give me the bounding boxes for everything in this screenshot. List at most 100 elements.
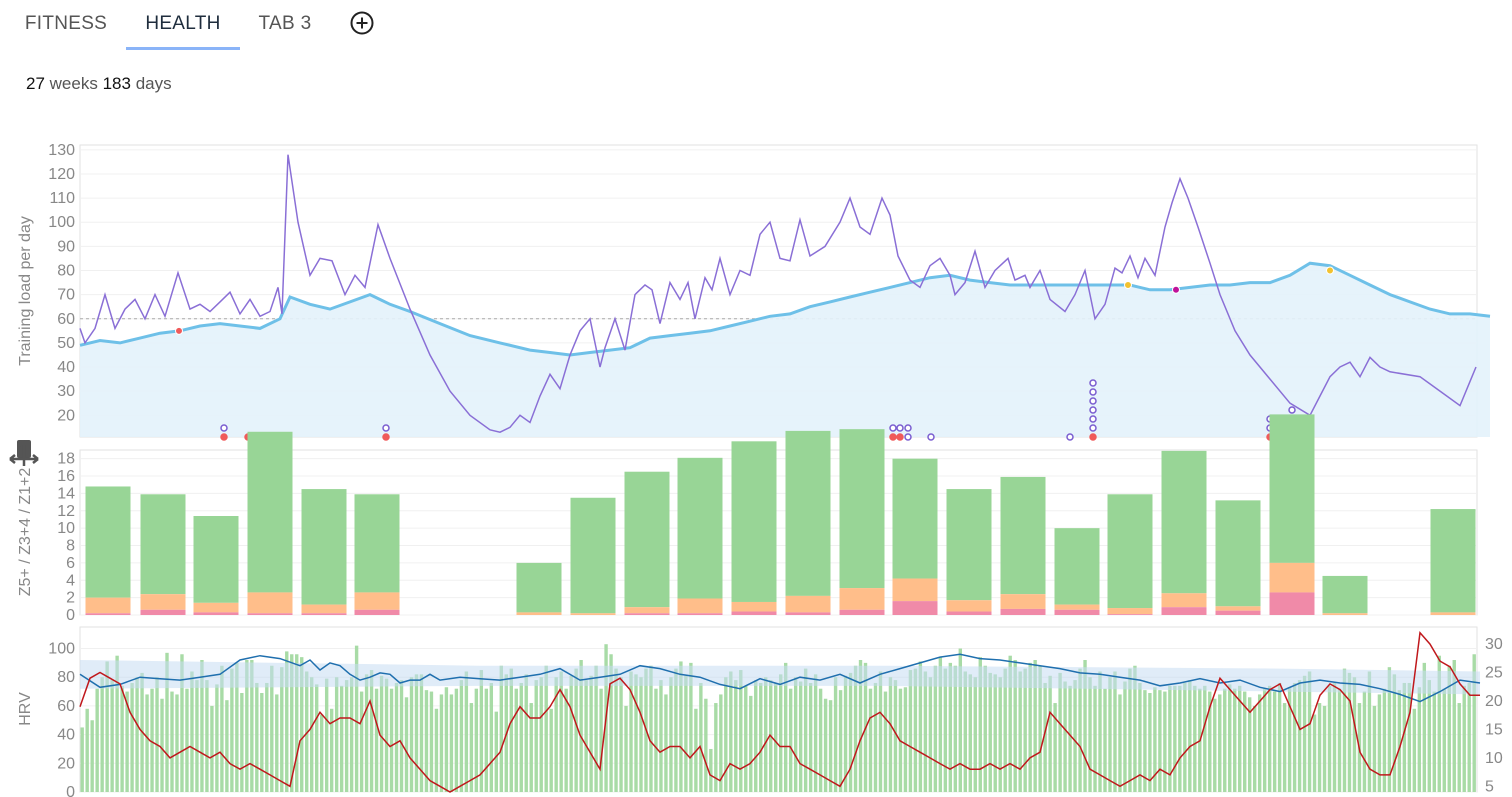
hrv-bar bbox=[1013, 660, 1017, 792]
zone-bar-z5 bbox=[85, 613, 131, 615]
hrv-bar bbox=[240, 693, 244, 792]
zone-bar-z3-4 bbox=[247, 592, 293, 614]
hrv-bar bbox=[524, 674, 528, 792]
hrv-bar bbox=[1432, 691, 1436, 792]
zone-bar-z1-2 bbox=[85, 486, 131, 598]
hrv-bar bbox=[105, 661, 109, 792]
hrv-bar bbox=[115, 655, 119, 792]
hrv-bar bbox=[1312, 714, 1317, 792]
zone-bar-z1-2 bbox=[247, 431, 293, 593]
event-marker bbox=[1089, 397, 1097, 405]
hrv-bar bbox=[1407, 682, 1412, 792]
hrv-bar bbox=[125, 691, 129, 792]
hrv-bar bbox=[729, 671, 733, 792]
zone-bar-z5 bbox=[785, 612, 831, 615]
event-marker bbox=[220, 424, 228, 432]
hrv-bar bbox=[833, 677, 838, 792]
hrv-bar bbox=[489, 682, 494, 792]
hrv-bar bbox=[1208, 691, 1212, 792]
y-tick-label: 0 bbox=[66, 607, 75, 624]
hrv-bar bbox=[434, 708, 439, 792]
zone-bar-z1-2 bbox=[892, 458, 938, 579]
hrv-bar bbox=[968, 674, 972, 792]
hrv-bar bbox=[779, 674, 783, 792]
hrv-bar bbox=[1058, 672, 1062, 792]
hrv-bar bbox=[1063, 681, 1067, 792]
hrv-bar bbox=[883, 691, 888, 792]
hrv-bar bbox=[1033, 660, 1037, 792]
hrv-bar bbox=[664, 694, 668, 792]
tab-health[interactable]: HEALTH bbox=[126, 0, 240, 50]
hrv-bar bbox=[379, 675, 384, 792]
hrv-chart[interactable]: 0 20 40 60 80 100 5 10 15 20 25 30 HRV bbox=[17, 626, 1503, 797]
hrv-bar bbox=[544, 665, 548, 792]
y-tick-label: 10 bbox=[57, 520, 75, 537]
hrv-bar bbox=[709, 748, 713, 792]
event-marker bbox=[1089, 433, 1097, 441]
zone-bar-z1-2 bbox=[140, 494, 186, 595]
hrv-bar bbox=[1287, 687, 1292, 792]
zone-bar-z5 bbox=[140, 609, 186, 615]
hrv-bar bbox=[669, 677, 673, 792]
zone-bar-z3-4 bbox=[1161, 593, 1207, 608]
zone-bar-z3-4 bbox=[193, 602, 239, 613]
hrv-bar bbox=[674, 668, 678, 792]
hrv-bar bbox=[629, 671, 633, 792]
zone-bar-z5 bbox=[247, 613, 293, 615]
y-tick-label: 4 bbox=[66, 572, 75, 589]
plus-circle-icon[interactable] bbox=[350, 11, 374, 35]
hrv-bar bbox=[823, 698, 828, 792]
y-axis-title: HRV bbox=[17, 692, 34, 726]
zone-bar-z1-2 bbox=[946, 489, 992, 601]
hrv-bar bbox=[1023, 668, 1027, 792]
hrv-bar bbox=[1392, 674, 1397, 792]
hrv-bar bbox=[150, 688, 154, 792]
tab-fitness[interactable]: FITNESS bbox=[24, 13, 108, 34]
zone-bar-z5 bbox=[1215, 610, 1261, 615]
point-marker bbox=[1124, 280, 1132, 289]
hrv-bar bbox=[599, 688, 603, 792]
hrv-bar bbox=[100, 677, 104, 792]
hrv-bar bbox=[1372, 705, 1377, 792]
hrv-bar bbox=[818, 688, 823, 792]
hrv-bar bbox=[250, 660, 254, 792]
zone-bar-z5 bbox=[1054, 609, 1100, 615]
hrv-bar bbox=[943, 668, 948, 792]
hrv-bar bbox=[469, 703, 474, 792]
hrv-bar bbox=[868, 688, 873, 792]
y-tick-label: 90 bbox=[57, 238, 75, 255]
hrv-bar bbox=[923, 671, 928, 792]
hrv-bar bbox=[1267, 685, 1272, 792]
event-marker bbox=[1089, 379, 1097, 387]
event-marker bbox=[382, 433, 390, 441]
hrv-bar bbox=[314, 684, 319, 792]
hrv-bar bbox=[1467, 682, 1471, 792]
hrv-bar bbox=[1213, 698, 1217, 792]
hrv-bar bbox=[1252, 705, 1257, 792]
zone-bar-z3-4 bbox=[677, 598, 723, 614]
event-marker bbox=[1089, 406, 1097, 414]
hrv-bar bbox=[1203, 685, 1207, 792]
y-tick-label: 12 bbox=[57, 503, 75, 520]
hrv-bar bbox=[215, 684, 219, 792]
hrv-bar bbox=[80, 727, 84, 792]
hrv-bar bbox=[1377, 694, 1382, 792]
hrv-bar bbox=[878, 671, 883, 792]
hrv-bar bbox=[684, 675, 688, 792]
tab-3[interactable]: TAB 3 bbox=[258, 13, 312, 34]
hrv-bar bbox=[290, 654, 294, 792]
plot-area bbox=[79, 626, 1478, 793]
drag-resize-icon[interactable] bbox=[9, 440, 39, 466]
training-load-chart[interactable]: 20 30 40 50 60 70 80 90 100 110 120 130 Training loa… bbox=[17, 142, 1491, 441]
hrv-bar bbox=[1272, 691, 1277, 792]
hrv-bar bbox=[459, 680, 464, 792]
y-tick-label: 40 bbox=[57, 727, 75, 744]
hrv-bar bbox=[1382, 688, 1387, 792]
y-tick-label: 6 bbox=[66, 555, 75, 572]
hrv-bar bbox=[1158, 690, 1162, 792]
hrv-bar bbox=[1247, 697, 1252, 792]
hrv-bar bbox=[1143, 690, 1147, 792]
hrv-bar bbox=[719, 694, 723, 792]
hrv-bar bbox=[220, 665, 224, 792]
